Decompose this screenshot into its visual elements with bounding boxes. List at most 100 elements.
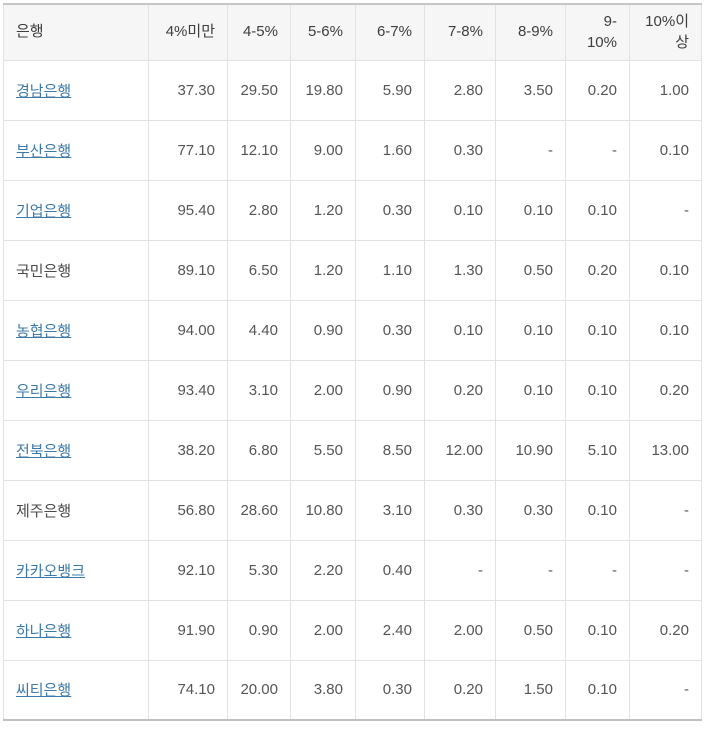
bank-link[interactable]: 경남은행	[16, 82, 72, 100]
table-row: 우리은행 93.40 3.10 2.00 0.90 0.20 0.10 0.10 0.20	[3, 359, 702, 421]
rate-cell: 0.10	[565, 299, 630, 361]
bank-name: 제주은행	[16, 502, 72, 520]
column-header-4-5: 4-5%	[227, 3, 291, 61]
rate-cell: 2.80	[227, 179, 291, 241]
rate-cell: 0.30	[424, 479, 496, 541]
rate-cell: -	[565, 119, 630, 181]
table-row: 씨티은행 74.10 20.00 3.80 0.30 0.20 1.50 0.10-	[3, 659, 702, 721]
bank-link[interactable]: 우리은행	[16, 382, 72, 400]
rate-cell: 0.10	[495, 359, 566, 421]
rate-cell: 1.30	[424, 239, 496, 301]
rate-cell: 77.10	[148, 119, 228, 181]
rate-cell: 13.00	[629, 419, 702, 481]
rate-cell: 0.10	[565, 479, 630, 541]
rate-cell: 2.00	[290, 359, 356, 421]
rate-cell: 0.50	[495, 239, 566, 301]
rate-cell: 0.10	[495, 179, 566, 241]
rate-cell: 29.50	[227, 59, 291, 121]
rate-cell: 1.20	[290, 239, 356, 301]
bank-link[interactable]: 카카오뱅크	[16, 562, 86, 580]
table-row: 부산은행 77.10 12.10 9.00 1.60 0.30- -0.10	[3, 119, 702, 181]
rate-cell: 12.00	[424, 419, 496, 481]
rate-cell: 0.50	[495, 599, 566, 661]
bank-cell: 씨티은행	[3, 659, 149, 721]
rate-cell: 5.50	[290, 419, 356, 481]
rate-cell: 74.10	[148, 659, 228, 721]
bank-cell: 제주은행	[3, 479, 149, 541]
bank-link[interactable]: 전북은행	[16, 442, 72, 460]
column-header-under-4: 4%미만	[148, 3, 228, 61]
bank-cell: 전북은행	[3, 419, 149, 481]
bank-link[interactable]: 씨티은행	[16, 682, 72, 700]
rate-cell: -	[495, 539, 566, 601]
rate-cell: 0.20	[424, 659, 496, 721]
rate-cell: 56.80	[148, 479, 228, 541]
page-body: 은행 4%미만 4-5% 5-6% 6-7% 7-8% 8-9% 9-10% 1…	[3, 3, 702, 721]
bank-cell: 카카오뱅크	[3, 539, 149, 601]
rate-cell: 12.10	[227, 119, 291, 181]
rate-cell: 2.40	[355, 599, 425, 661]
rate-cell: 0.10	[495, 299, 566, 361]
rate-cell: 2.80	[424, 59, 496, 121]
rate-cell: 3.50	[495, 59, 566, 121]
header-row: 은행 4%미만 4-5% 5-6% 6-7% 7-8% 8-9% 9-10% 1…	[3, 3, 702, 61]
rate-cell: 95.40	[148, 179, 228, 241]
bank-cell: 우리은행	[3, 359, 149, 421]
rate-cell: 1.10	[355, 239, 425, 301]
rate-cell: 0.20	[424, 359, 496, 421]
rate-cell: 1.00	[629, 59, 702, 121]
rate-cell: 5.90	[355, 59, 425, 121]
rate-cell: 1.20	[290, 179, 356, 241]
rate-cell: 0.10	[424, 299, 496, 361]
column-header-6-7: 6-7%	[355, 3, 425, 61]
rate-cell: 0.30	[355, 659, 425, 721]
bank-rate-table: 은행 4%미만 4-5% 5-6% 6-7% 7-8% 8-9% 9-10% 1…	[3, 3, 702, 721]
rate-cell: 6.50	[227, 239, 291, 301]
rate-cell: -	[629, 479, 702, 541]
bank-link[interactable]: 부산은행	[16, 142, 72, 160]
rate-cell: 0.10	[565, 179, 630, 241]
table-row: 제주은행 56.80 28.60 10.80 3.10 0.30 0.30 0.10-	[3, 479, 702, 541]
rate-cell: 0.90	[290, 299, 356, 361]
rate-cell: 2.20	[290, 539, 356, 601]
bank-link[interactable]: 기업은행	[16, 202, 72, 220]
rate-cell: 8.50	[355, 419, 425, 481]
bank-cell: 기업은행	[3, 179, 149, 241]
rate-cell: 5.10	[565, 419, 630, 481]
column-header-7-8: 7-8%	[424, 3, 496, 61]
rate-cell: -	[424, 539, 496, 601]
rate-cell: -	[629, 659, 702, 721]
rate-cell: -	[629, 539, 702, 601]
rate-cell: 91.90	[148, 599, 228, 661]
rate-cell: -	[629, 179, 702, 241]
rate-cell: 0.30	[355, 299, 425, 361]
bank-link[interactable]: 농협은행	[16, 322, 72, 340]
bank-cell: 하나은행	[3, 599, 149, 661]
rate-cell: 0.20	[629, 599, 702, 661]
rate-cell: 5.30	[227, 539, 291, 601]
rate-cell: 0.20	[565, 59, 630, 121]
rate-cell: 0.90	[227, 599, 291, 661]
column-header-8-9: 8-9%	[495, 3, 566, 61]
rate-cell: 89.10	[148, 239, 228, 301]
rate-cell: 0.10	[565, 659, 630, 721]
rate-cell: 0.10	[629, 119, 702, 181]
rate-cell: 10.90	[495, 419, 566, 481]
table-row: 국민은행 89.10 6.50 1.20 1.10 1.30 0.50 0.20 0.10	[3, 239, 702, 301]
rate-cell: 9.00	[290, 119, 356, 181]
rate-cell: 3.10	[227, 359, 291, 421]
rate-cell: 0.10	[424, 179, 496, 241]
column-header-bank: 은행	[3, 3, 149, 61]
bank-link[interactable]: 하나은행	[16, 622, 72, 640]
rate-cell: 6.80	[227, 419, 291, 481]
rate-cell: 92.10	[148, 539, 228, 601]
rate-cell: 3.80	[290, 659, 356, 721]
table-body: 경남은행 37.30 29.50 19.80 5.90 2.80 3.50 0.20 1.00 부…	[3, 59, 702, 721]
rate-cell: 37.30	[148, 59, 228, 121]
column-header-5-6: 5-6%	[290, 3, 356, 61]
rate-cell: 3.10	[355, 479, 425, 541]
bank-cell: 경남은행	[3, 59, 149, 121]
rate-cell: 93.40	[148, 359, 228, 421]
table-row: 전북은행 38.20 6.80 5.50 8.50 12.00 10.90 5.10 13.00	[3, 419, 702, 481]
rate-cell: -	[495, 119, 566, 181]
